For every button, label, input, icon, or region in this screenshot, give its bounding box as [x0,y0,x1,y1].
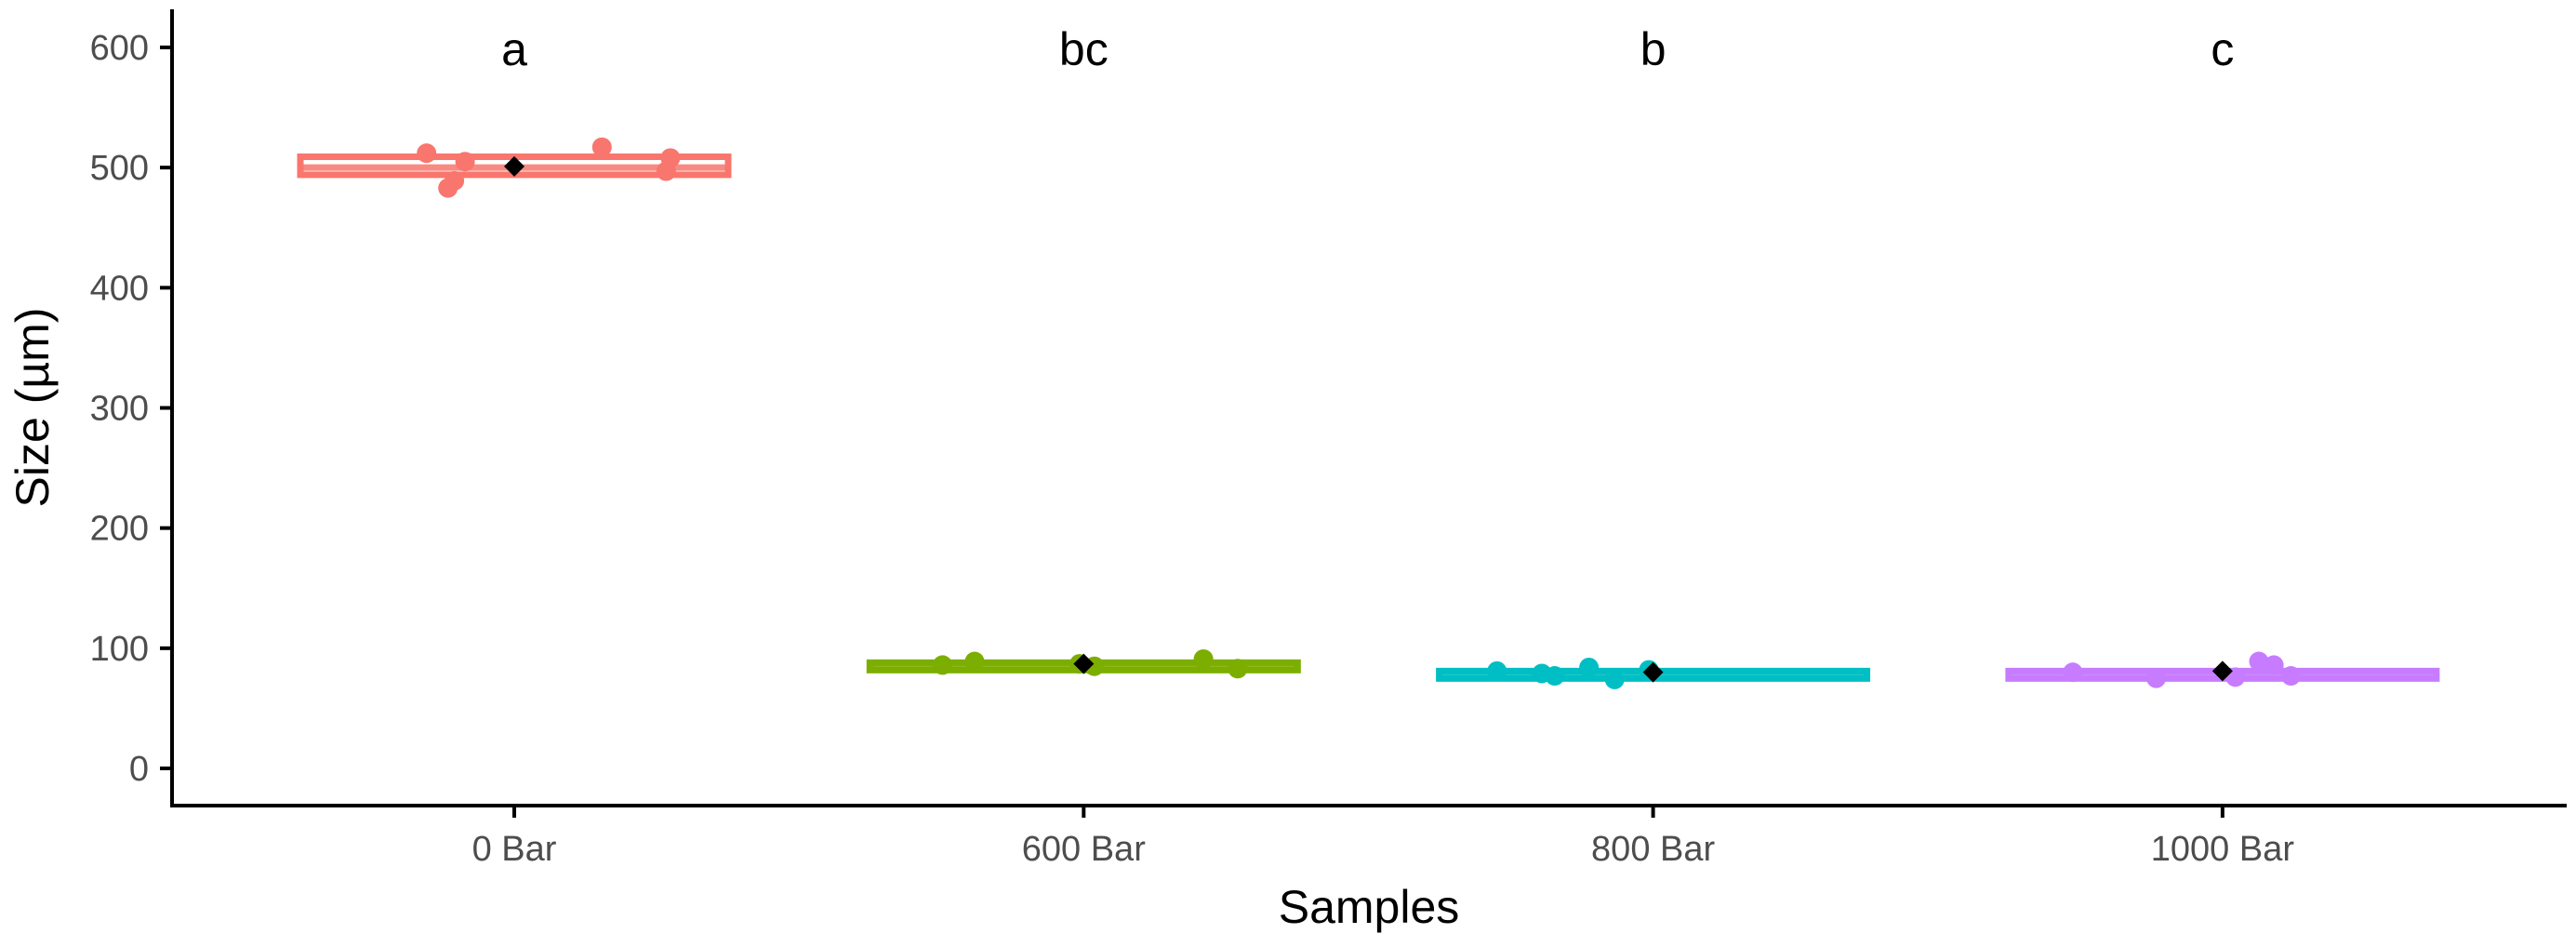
x-tick-label: 600 Bar [1022,830,1146,869]
y-axis-title: Size (µm) [7,308,59,508]
data-point [2146,668,2167,688]
mean-marker [1073,653,1095,674]
x-tick-label: 800 Bar [1591,830,1715,869]
y-tick-label: 600 [90,29,149,68]
data-point [933,655,952,675]
data-point [1228,659,1248,679]
y-tick-label: 100 [90,630,149,669]
data-point [2281,666,2301,687]
data-point [2063,662,2083,683]
data-point [417,143,437,164]
data-point [591,137,612,157]
data-point [1193,648,1214,669]
mean-marker [2211,660,2233,682]
data-point [1604,669,1625,689]
x-tick-label: 1000 Bar [2151,830,2295,869]
data-point [445,170,465,191]
significance-letter: bc [1059,23,1109,75]
y-tick-label: 500 [90,149,149,188]
x-axis-title: Samples [1279,881,1460,933]
y-tick-label: 300 [90,389,149,428]
mean-marker [504,155,524,177]
mean-marker [1642,661,1664,683]
data-point [1545,666,1565,687]
y-tick-label: 0 [129,750,149,789]
axes [170,9,2567,807]
data-point [455,152,475,172]
tick-marks: 0 100 200 300 400 500 600 0 Bar 600 Bar 800 Bar 10… [90,29,2295,869]
significance-letter: a [501,23,527,75]
y-tick-label: 400 [90,269,149,308]
significance-letter: b [1640,23,1666,75]
data-point [2249,651,2269,672]
data-point [660,148,681,168]
plot-area: a bc b c [297,23,2440,689]
data-point [1487,660,1507,681]
x-tick-label: 0 Bar [472,830,557,869]
data-point [964,651,985,672]
data-point [1579,657,1600,677]
significance-letter: c [2211,23,2234,75]
y-tick-label: 200 [90,510,149,549]
data-point [2264,655,2284,675]
